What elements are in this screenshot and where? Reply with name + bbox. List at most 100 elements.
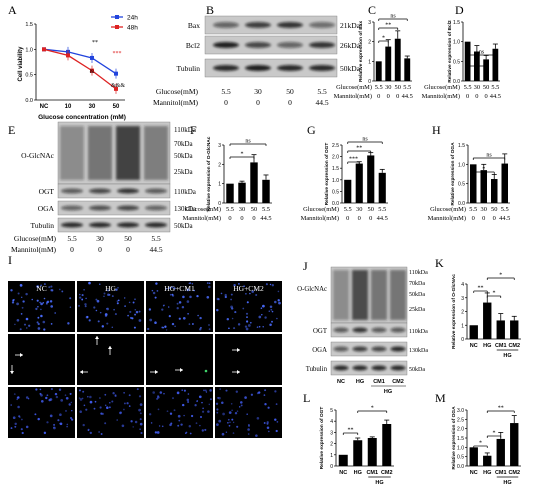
glucose-value: 30 bbox=[385, 84, 391, 91]
blot-band bbox=[371, 327, 387, 333]
nucleus-dot bbox=[255, 434, 258, 437]
nucleus-dot bbox=[228, 327, 230, 330]
micro-image bbox=[77, 334, 144, 385]
nucleus-dot bbox=[229, 421, 231, 424]
blot-band bbox=[277, 22, 303, 28]
blot-band bbox=[89, 222, 111, 228]
data-point bbox=[42, 47, 46, 52]
significance-label: ns bbox=[486, 153, 492, 159]
mannitol-value: 0 bbox=[126, 245, 130, 254]
nucleus-dot bbox=[255, 293, 258, 297]
nucleus-dot bbox=[238, 283, 240, 285]
blot-band bbox=[352, 327, 368, 333]
bar bbox=[378, 172, 386, 203]
nucleus-dot bbox=[36, 285, 40, 288]
mannitol-value: 0 bbox=[485, 93, 488, 100]
nucleus-dot bbox=[103, 295, 105, 297]
nucleus-dot bbox=[66, 425, 68, 428]
significance-label: * bbox=[475, 61, 478, 67]
glucose-label: Glucose(mM) bbox=[185, 206, 221, 213]
chart-F: 0 1 2 3 Relative expression of O-GlcNAc * ns Gl… bbox=[183, 136, 272, 222]
glucose-value: 5.5 bbox=[403, 84, 411, 91]
mannitol-value: 0 bbox=[482, 215, 485, 222]
nucleus-dot bbox=[37, 306, 39, 308]
arrow-head-icon bbox=[237, 370, 240, 374]
blot-smear bbox=[371, 270, 387, 320]
y-tick-label: 0.5 bbox=[457, 455, 464, 461]
lane-label: CM1 bbox=[373, 379, 385, 385]
mannitol-value: 0 bbox=[472, 215, 475, 222]
nucleus-dot bbox=[262, 326, 264, 328]
nucleus-dot bbox=[136, 388, 139, 391]
nucleus-dot bbox=[164, 325, 167, 328]
nucleus-dot bbox=[70, 418, 74, 421]
nucleus-dot bbox=[236, 425, 239, 428]
blot-smear bbox=[144, 126, 168, 180]
nucleus-dot bbox=[134, 420, 138, 424]
nucleus-dot bbox=[104, 404, 107, 407]
nucleus-dot bbox=[131, 317, 134, 320]
nucleus-dot bbox=[228, 411, 232, 414]
nucleus-dot bbox=[231, 418, 234, 421]
nucleus-dot bbox=[14, 323, 16, 326]
nucleus-dot bbox=[243, 285, 245, 287]
glucose-value: 5.5 bbox=[375, 84, 383, 91]
nucleus-dot bbox=[83, 404, 86, 407]
nucleus-dot bbox=[116, 300, 119, 302]
nucleus-dot bbox=[156, 431, 160, 434]
nucleus-dot bbox=[69, 416, 73, 420]
nucleus-dot bbox=[189, 295, 192, 299]
glucose-value: 50 bbox=[368, 206, 374, 213]
blot-smear bbox=[352, 270, 368, 320]
x-tick-label: 10 bbox=[65, 104, 72, 110]
nucleus-dot bbox=[163, 392, 165, 395]
nucleus-dot bbox=[191, 282, 194, 285]
nucleus-dot bbox=[19, 284, 22, 286]
nucleus-dot bbox=[256, 417, 260, 420]
nucleus-dot bbox=[50, 285, 53, 288]
y-tick-label: 1 bbox=[368, 59, 371, 65]
nucleus-dot bbox=[187, 393, 190, 395]
nucleus-dot bbox=[208, 282, 211, 284]
nucleus-dot bbox=[207, 410, 210, 413]
significance-label: * bbox=[493, 291, 496, 297]
nucleus-dot bbox=[99, 283, 101, 286]
group-label: HG bbox=[503, 353, 511, 359]
significance-label: *** bbox=[349, 157, 358, 163]
nucleus-dot bbox=[17, 405, 20, 409]
nucleus-dot bbox=[169, 293, 172, 296]
nucleus-dot bbox=[187, 400, 190, 404]
nucleus-dot bbox=[268, 310, 271, 312]
nucleus-dot bbox=[89, 431, 92, 435]
mannitol-value: 0 bbox=[252, 215, 255, 222]
nucleus-dot bbox=[127, 314, 129, 317]
arrow-head-icon bbox=[155, 370, 158, 374]
nucleus-dot bbox=[177, 414, 181, 418]
y-tick-label: 0 bbox=[461, 337, 464, 343]
panel-label-J: J bbox=[303, 259, 308, 273]
glucose-value: 50 bbox=[483, 84, 489, 91]
blot-protein-label: OGA bbox=[38, 204, 55, 213]
nucleus-dot bbox=[82, 390, 85, 393]
glucose-label: Glucose(mM) bbox=[156, 87, 199, 96]
nucleus-dot bbox=[178, 419, 181, 422]
mannitol-value: 0 bbox=[346, 215, 349, 222]
nucleus-dot bbox=[77, 304, 81, 307]
mannitol-value: 44.5 bbox=[490, 93, 501, 100]
y-axis-label: Relative expression of Bax bbox=[358, 21, 364, 82]
micro-column-label: HG+CM2 bbox=[233, 284, 264, 293]
nucleus-dot bbox=[226, 317, 230, 321]
nucleus-dot bbox=[216, 408, 219, 411]
nucleus-dot bbox=[195, 422, 198, 425]
nucleus-dot bbox=[264, 389, 267, 392]
glucose-label: Glucose(mM) bbox=[336, 84, 372, 91]
blot-band bbox=[371, 346, 387, 352]
panel-label-C: C bbox=[368, 3, 376, 17]
y-axis-label: Relative expression of Bcl2 bbox=[447, 20, 453, 83]
glucose-value: 30 bbox=[474, 84, 480, 91]
y-tick-label: 1 bbox=[330, 453, 333, 459]
significance-label: ns bbox=[479, 50, 485, 56]
